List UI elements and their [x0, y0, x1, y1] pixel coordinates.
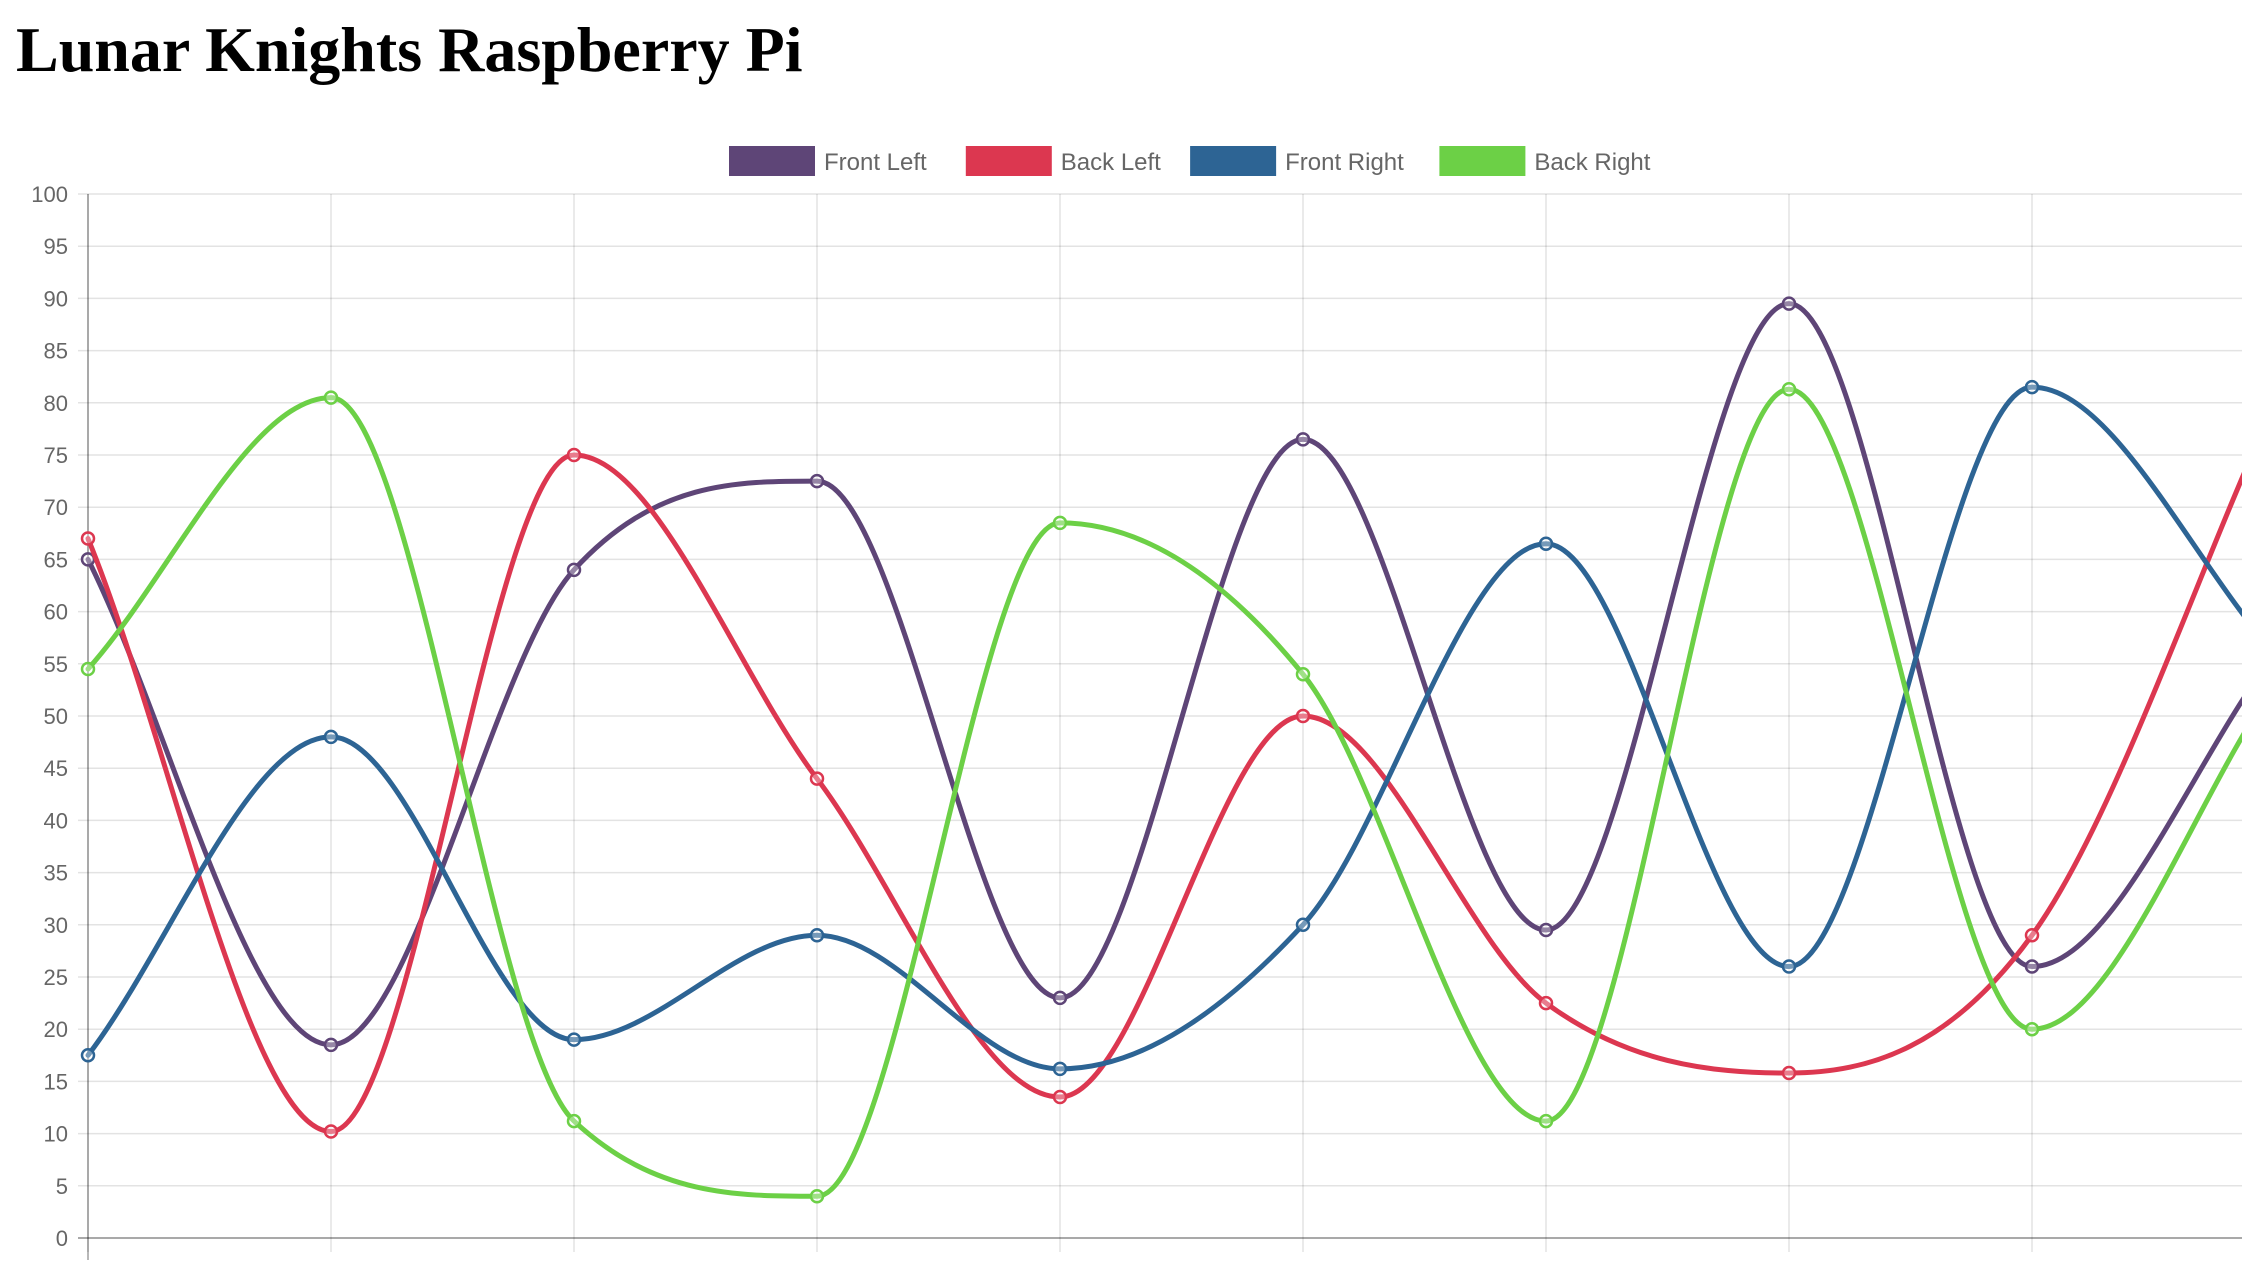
data-point-back-left[interactable]	[80, 531, 96, 546]
series-back-left	[80, 447, 2242, 1139]
series-back-right	[80, 381, 2242, 1204]
data-point-front-right[interactable]	[2024, 379, 2040, 395]
legend-label: Front Left	[824, 149, 927, 176]
y-tick-label: 100	[31, 182, 68, 207]
y-tick-label: 10	[44, 1122, 68, 1147]
data-point-back-left[interactable]	[2024, 927, 2040, 943]
y-tick-label: 20	[44, 1017, 68, 1042]
data-point-back-right[interactable]	[80, 661, 96, 677]
legend-swatch	[1190, 146, 1277, 176]
grid-layer	[78, 193, 2242, 1252]
data-point-front-right[interactable]	[1295, 917, 1311, 933]
data-point-front-right[interactable]	[323, 729, 339, 745]
data-point-front-left[interactable]	[1052, 990, 1068, 1006]
data-point-back-left[interactable]	[1781, 1065, 1797, 1081]
y-tick-label: 75	[44, 443, 68, 468]
legend-label: Back Right	[1534, 149, 1650, 176]
data-point-front-left[interactable]	[1295, 432, 1311, 447]
data-point-front-left[interactable]	[1538, 922, 1554, 938]
series-line-front-left	[85, 301, 2242, 1048]
series-front-right	[80, 379, 2242, 1077]
legend-item-front-left[interactable]: Front Left	[729, 146, 927, 176]
y-tick-label: 60	[44, 600, 68, 625]
data-point-front-right[interactable]	[566, 1032, 582, 1047]
data-point-front-right[interactable]	[809, 927, 825, 943]
data-point-back-left[interactable]	[323, 1124, 339, 1139]
axis-layer: 0 5 10 15 20 25 30 35 40 45 50 55 60 65 70 75 80 85 90 95 10…	[31, 182, 2242, 1260]
y-tick-label: 25	[44, 965, 68, 990]
data-point-back-right[interactable]	[566, 1113, 582, 1129]
data-point-back-left[interactable]	[1538, 995, 1554, 1011]
y-tick-label: 30	[44, 913, 68, 938]
y-tick-label: 5	[56, 1174, 68, 1199]
data-point-back-right[interactable]	[809, 1188, 825, 1204]
data-point-back-left[interactable]	[566, 447, 582, 463]
legend-swatch	[1439, 146, 1526, 176]
data-point-front-left[interactable]	[1781, 296, 1797, 311]
y-tick-label: 0	[56, 1226, 68, 1251]
data-point-back-left[interactable]	[1295, 708, 1311, 724]
data-point-back-right[interactable]	[1781, 381, 1797, 397]
legend-label: Front Right	[1285, 149, 1404, 176]
data-point-back-right[interactable]	[2024, 1021, 2040, 1037]
data-point-front-right[interactable]	[1781, 959, 1797, 974]
series-line-back-right	[85, 386, 2242, 1199]
data-point-front-left[interactable]	[323, 1037, 339, 1053]
data-point-back-right[interactable]	[1295, 666, 1311, 682]
data-point-back-left[interactable]	[1052, 1089, 1068, 1105]
y-tick-label: 85	[44, 339, 68, 364]
y-tick-label: 40	[44, 808, 68, 833]
legend-item-back-right[interactable]: Back Right	[1439, 146, 1651, 176]
legend: Front Left Back Left Front Right Back Right	[729, 146, 1651, 176]
legend-swatch	[965, 146, 1052, 176]
y-tick-label: 45	[44, 756, 68, 781]
series-line-front-right	[85, 384, 2242, 1072]
y-tick-label: 35	[44, 861, 68, 886]
data-point-front-right[interactable]	[1052, 1061, 1068, 1077]
data-point-front-right[interactable]	[1538, 536, 1554, 551]
y-tick-label: 70	[44, 495, 68, 520]
legend-item-back-left[interactable]: Back Left	[965, 146, 1161, 176]
legend-item-front-right[interactable]: Front Right	[1190, 146, 1404, 176]
y-tick-label: 55	[44, 652, 68, 677]
series-line-back-left	[85, 452, 2242, 1135]
data-point-front-right[interactable]	[80, 1048, 96, 1063]
series-layer	[80, 296, 2242, 1204]
data-point-back-right[interactable]	[1538, 1113, 1554, 1129]
y-tick-label: 15	[44, 1069, 68, 1094]
y-tick-label: 90	[44, 286, 68, 311]
data-point-back-right[interactable]	[1052, 515, 1068, 531]
series-front-left	[80, 296, 2242, 1053]
page-title: Lunar Knights Raspberry Pi	[16, 14, 803, 85]
y-tick-label: 65	[44, 547, 68, 572]
data-point-back-left[interactable]	[809, 771, 825, 786]
y-tick-label: 80	[44, 391, 68, 416]
data-point-back-right[interactable]	[323, 390, 339, 405]
legend-swatch	[729, 146, 815, 176]
legend-label: Back Left	[1061, 149, 1161, 176]
data-point-front-left[interactable]	[566, 562, 582, 578]
data-point-front-left[interactable]	[809, 473, 825, 489]
y-tick-label: 95	[44, 234, 68, 259]
y-tick-label: 50	[44, 704, 68, 729]
data-point-front-left[interactable]	[2024, 959, 2040, 974]
